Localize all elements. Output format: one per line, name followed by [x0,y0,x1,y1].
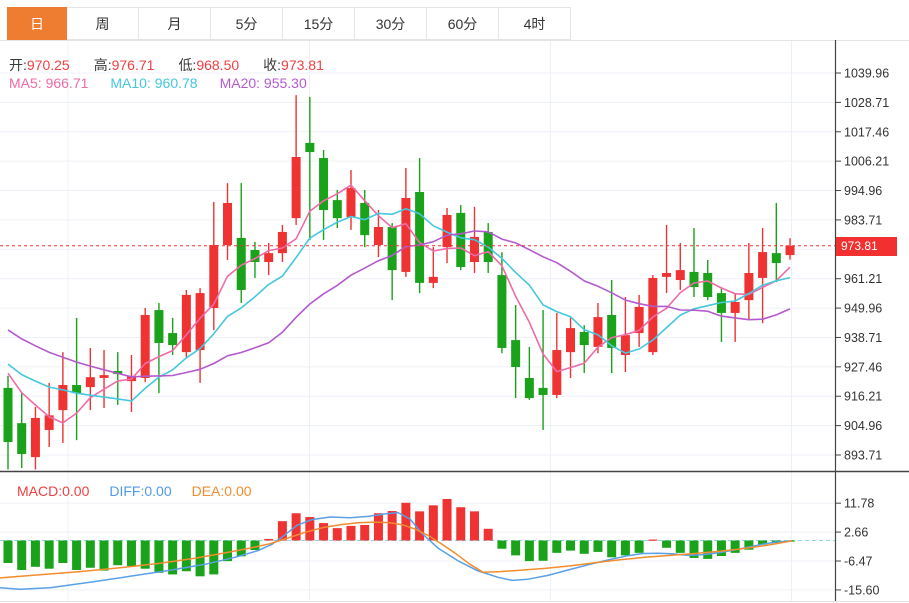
ma20-line [7,230,791,378]
ma-lines [7,184,791,424]
svg-text:-15.60: -15.60 [844,583,879,597]
low-readout: 低:968.50 [178,55,239,75]
price-axis-labels: 1039.96 1028.71 1017.46 1006.21 994.96 983.71… [835,67,889,463]
macd-value: MACD:0.00 [17,483,90,499]
open-readout: 开:970.25 [9,55,70,75]
dea-line [0,521,793,579]
svg-text:1039.96: 1039.96 [844,67,889,81]
tab-15min[interactable]: 15分 [283,7,355,40]
tab-label: 60分 [447,15,478,32]
svg-text:1017.46: 1017.46 [844,125,889,139]
ma10-line [7,207,791,402]
tab-month[interactable]: 月 [139,7,211,40]
tab-week[interactable]: 周 [67,7,139,40]
low-label: 低: [178,57,197,73]
candlestick-series [3,95,795,470]
high-label: 高: [93,57,112,73]
current-price-tag: 973.81 [836,237,897,256]
ma20-value: MA20: 955.30 [219,75,307,91]
macd-readout: MACD:0.00 DIFF:0.00 DEA:0.00 [17,483,252,499]
svg-text:11.78: 11.78 [844,497,874,511]
tab-4hour[interactable]: 4时 [499,7,571,40]
gridlines [0,40,835,601]
tab-label: 4时 [523,15,546,32]
ma5-value: MA5: 966.71 [9,75,89,91]
tab-5min[interactable]: 5分 [211,7,283,40]
svg-text:2.66: 2.66 [844,526,868,540]
tab-30min[interactable]: 30分 [355,7,427,40]
high-readout: 高:976.71 [94,55,155,75]
macd-histogram [3,498,795,577]
svg-text:1028.71: 1028.71 [844,96,889,110]
svg-text:961.21: 961.21 [844,272,882,286]
svg-text:-6.47: -6.47 [844,555,873,569]
svg-text:994.96: 994.96 [844,184,882,198]
close-readout: 收:973.81 [263,55,324,75]
period-tabbar: 日 周 月 5分 15分 30分 60分 4时 [7,7,571,40]
low-value: 968.50 [196,57,240,73]
svg-text:938.71: 938.71 [844,331,882,345]
ma10-value: MA10: 960.78 [110,75,198,91]
svg-text:927.46: 927.46 [844,360,882,374]
tab-label: 周 [95,15,110,32]
dea-value: DEA:0.00 [191,483,252,499]
close-label: 收: [263,57,282,73]
high-value: 976.71 [111,57,155,73]
ma-readout: MA5: 966.71 MA10: 960.78 MA20: 955.30 [9,75,307,91]
tab-label: 5分 [235,15,258,32]
tab-day[interactable]: 日 [7,7,67,40]
tab-label: 15分 [303,15,334,32]
macd-lines [0,511,793,591]
tab-label: 30分 [375,15,406,32]
tab-label: 日 [30,15,44,32]
diff-value: DIFF:0.00 [109,483,172,499]
svg-text:1006.21: 1006.21 [844,155,889,169]
open-value: 970.25 [26,57,70,73]
ma5-line [7,184,791,424]
tab-60min[interactable]: 60分 [427,7,499,40]
borders [0,40,909,602]
svg-text:983.71: 983.71 [844,213,882,227]
close-value: 973.81 [281,57,324,73]
svg-text:904.96: 904.96 [844,419,882,433]
macd-axis-labels: 11.78 2.66 -6.47 -15.60 [835,497,879,597]
svg-text:893.71: 893.71 [844,449,882,463]
open-label: 开: [9,57,27,73]
tab-label: 月 [167,15,182,32]
svg-text:916.21: 916.21 [844,390,882,404]
svg-text:949.96: 949.96 [844,302,882,316]
diff-line [0,511,793,591]
ohlc-readout: 开:970.25 高:976.71 低:968.50 收:973.81 [9,55,324,75]
